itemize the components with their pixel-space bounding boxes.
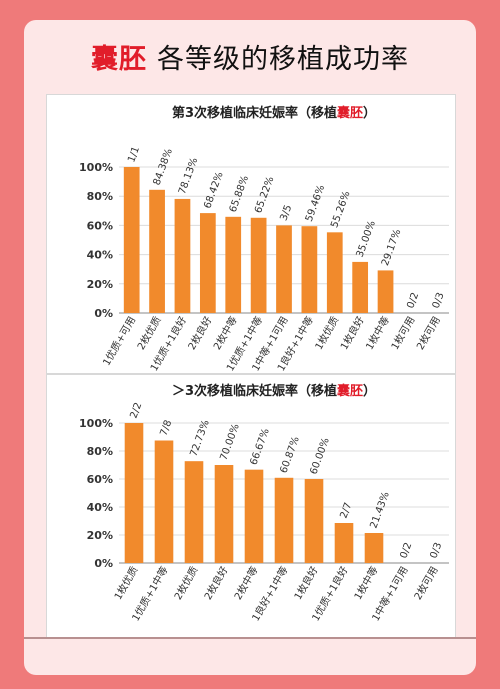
chart-title-prefix: 第3次移植临床妊娠率（移植 <box>172 105 337 121</box>
y-tick-label: 40% <box>87 501 113 514</box>
bar <box>274 477 294 563</box>
x-tick-label: 2枚可用 <box>413 314 442 352</box>
data-label: 68.42% <box>202 171 225 211</box>
data-label: 0/2 <box>398 541 414 560</box>
data-label: 1/1 <box>126 145 142 164</box>
bar-chart-over-third-transfer: ＞3次移植临床妊娠率（移植囊胚） 0% 20% 40% 60% 80% 100% 2/2 1枚优… <box>79 383 449 623</box>
y-tick-label: 80% <box>87 445 113 458</box>
data-label: 2/7 <box>338 501 354 520</box>
data-label: 29.17% <box>380 228 403 268</box>
y-tick-label: 60% <box>87 219 113 232</box>
y-tick-label: 20% <box>87 529 113 542</box>
x-tick-label: 1枚中等 <box>351 564 380 602</box>
content-card: 囊胚 各等级的移植成功率 第3次移植临床妊娠率（移植囊胚） 0% 20% 40% 60%… <box>24 20 476 675</box>
y-tick-label: 40% <box>87 249 113 262</box>
data-label: 70.00% <box>218 422 241 462</box>
chart-title-highlight: 囊胚 <box>336 105 363 121</box>
data-label: 59.46% <box>304 184 327 224</box>
chart-panel-third-transfer: 第3次移植临床妊娠率（移植囊胚） 0% 20% 40% 60% 80% 100% 1/1 1优质… <box>46 94 456 374</box>
bar <box>149 189 165 313</box>
data-label: 0/3 <box>431 291 447 310</box>
bar <box>244 469 264 563</box>
bar <box>184 461 204 563</box>
title-text: 各等级的移植成功率 <box>157 43 409 75</box>
data-label: 60.00% <box>308 436 331 476</box>
x-tick-label: 2枚良好 <box>201 564 230 602</box>
data-label: 72.73% <box>188 419 211 459</box>
x-tick-label: 1枚优质 <box>312 314 341 352</box>
x-tick-label: 1枚优质 <box>111 564 140 602</box>
bar <box>250 217 267 313</box>
chart-title: 第3次移植临床妊娠率（移植囊胚） <box>172 105 376 121</box>
x-tick-label: 2枚优质 <box>171 564 200 602</box>
x-tick-label: 2枚良好 <box>185 314 214 352</box>
data-label: 0/2 <box>405 291 421 310</box>
bar <box>154 440 174 563</box>
data-label: 66.67% <box>248 427 271 467</box>
bar <box>124 423 144 563</box>
bar <box>301 226 318 313</box>
y-tick-label: 0% <box>94 307 113 320</box>
bar <box>304 479 324 563</box>
y-tick-label: 100% <box>79 417 113 430</box>
chart-title-highlight: 囊胚 <box>336 383 363 399</box>
bar <box>199 213 216 313</box>
data-label: 3/5 <box>278 204 294 223</box>
bar <box>123 167 140 313</box>
data-label: 65.88% <box>228 174 251 214</box>
x-tick-label: 2枚优质 <box>134 314 163 352</box>
title-highlight: 囊胚 <box>91 43 147 75</box>
data-label: 78.13% <box>177 156 200 196</box>
chart-title: ＞3次移植临床妊娠率（移植囊胚） <box>172 383 376 399</box>
x-tick-label: 1枚良好 <box>337 314 366 352</box>
bar <box>364 532 384 563</box>
x-tick-label: 1枚良好 <box>291 564 320 602</box>
data-label: 60.87% <box>278 435 301 475</box>
y-tick-label: 80% <box>87 190 113 203</box>
x-tick-label: 2枚可用 <box>411 564 440 602</box>
data-label: 65.22% <box>253 175 276 215</box>
bar <box>174 198 191 313</box>
chart-panel-over-third-transfer: ＞3次移植临床妊娠率（移植囊胚） 0% 20% 40% 60% 80% 100% 2/2 1枚优… <box>46 374 456 638</box>
chart-title-prefix: ＞3次移植临床妊娠率（移植 <box>172 383 337 399</box>
bar <box>214 465 234 563</box>
bar <box>225 216 242 313</box>
x-tick-label: 1枚可用 <box>388 314 417 352</box>
bar <box>276 225 292 313</box>
data-label: 55.26% <box>329 190 352 230</box>
x-tick-label: 1优质+可用 <box>100 314 139 368</box>
x-tick-label: 1枚中等 <box>363 314 392 352</box>
bar <box>326 232 343 313</box>
bar-chart-third-transfer: 第3次移植临床妊娠率（移植囊胚） 0% 20% 40% 60% 80% 100% 1/1 1优质… <box>79 105 449 373</box>
bar <box>334 523 354 563</box>
data-label: 21.43% <box>368 490 391 530</box>
page-title: 囊胚 各等级的移植成功率 <box>24 20 476 92</box>
bar <box>377 270 394 313</box>
bottom-band <box>24 637 476 675</box>
data-label: 7/8 <box>158 419 174 438</box>
data-label: 0/3 <box>428 541 444 560</box>
y-tick-label: 100% <box>79 161 113 174</box>
x-tick-label: 2枚中等 <box>210 314 239 352</box>
chart-title-suffix: ） <box>363 105 376 121</box>
bar <box>352 261 369 313</box>
y-tick-label: 20% <box>87 278 113 291</box>
y-tick-label: 60% <box>87 473 113 486</box>
y-tick-label: 0% <box>94 557 113 570</box>
data-label: 2/2 <box>128 401 144 420</box>
x-tick-label: 2枚中等 <box>231 564 260 602</box>
chart-title-suffix: ） <box>363 383 376 399</box>
